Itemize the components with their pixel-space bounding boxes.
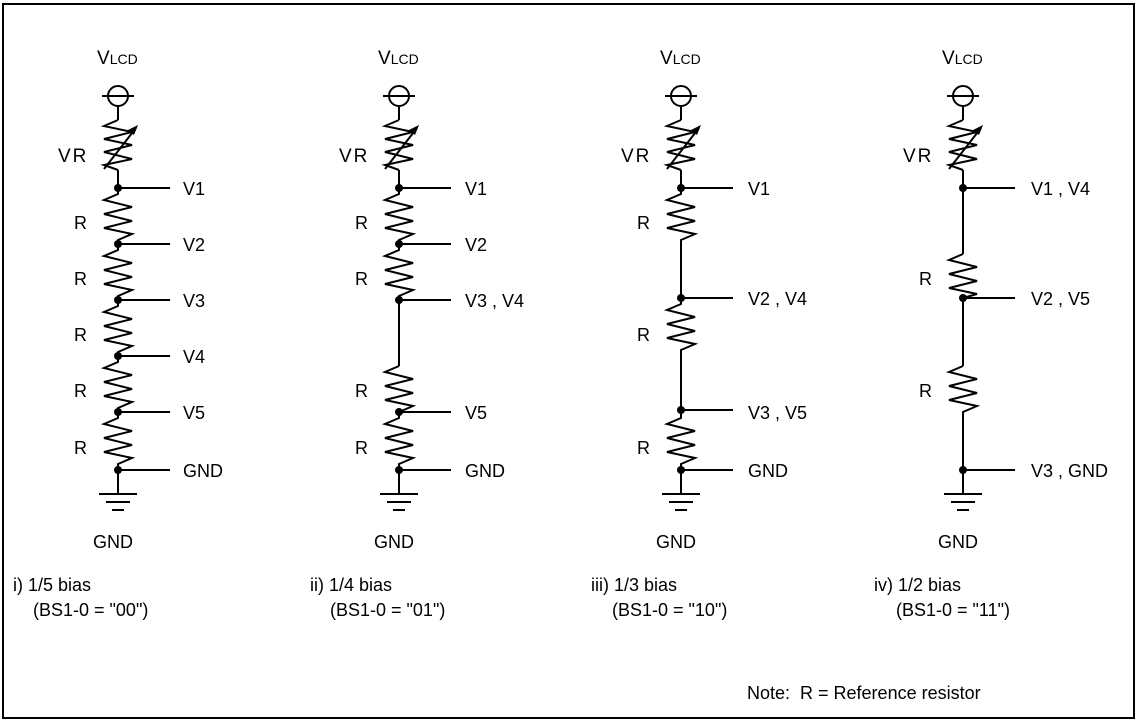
tap-label-gnd: GND bbox=[748, 461, 788, 481]
tap-label-v1: V1 bbox=[183, 179, 205, 199]
bias-setting: (BS1-0 = "01") bbox=[330, 600, 445, 620]
tap-label-v2-v4: V2 , V4 bbox=[748, 289, 807, 309]
adjust-arrow-icon bbox=[409, 125, 419, 135]
tap-label-v2: V2 bbox=[183, 235, 205, 255]
adjust-arrow-icon bbox=[128, 125, 138, 135]
resistor-label: R bbox=[355, 438, 368, 458]
ground-label: GND bbox=[656, 532, 696, 552]
ground-icon bbox=[662, 493, 700, 511]
ground-label: GND bbox=[374, 532, 414, 552]
resistor-icon bbox=[663, 298, 699, 410]
resistor-label: R bbox=[919, 381, 932, 401]
ground-label: GND bbox=[938, 532, 978, 552]
resistor-label: R bbox=[919, 269, 932, 289]
bias-caption: iv) 1/2 bias bbox=[874, 575, 961, 595]
resistor-label: R bbox=[74, 269, 87, 289]
bias-setting: (BS1-0 = "10") bbox=[612, 600, 727, 620]
variable-resistor-icon bbox=[381, 119, 414, 171]
ground-label: GND bbox=[93, 532, 133, 552]
resistor-icon bbox=[100, 244, 136, 300]
tap-label-v3-v5: V3 , V5 bbox=[748, 403, 807, 423]
variable-resistor-label: VR bbox=[621, 146, 651, 167]
resistor-icon bbox=[381, 412, 417, 470]
resistor-icon bbox=[663, 410, 699, 470]
resistor-label: R bbox=[74, 213, 87, 233]
resistor-icon bbox=[381, 188, 417, 244]
resistor-icon bbox=[100, 412, 136, 470]
variable-resistor-icon bbox=[100, 119, 133, 171]
circuit-1-3-bias: VLCD VR V1 R V2 , V4 R V3 , V5 R GND G bbox=[591, 48, 807, 620]
resistor-label: R bbox=[355, 213, 368, 233]
variable-resistor-label: VR bbox=[339, 146, 369, 167]
resistor-label: R bbox=[637, 438, 650, 458]
diagram-frame bbox=[2, 3, 1135, 719]
variable-resistor-icon bbox=[663, 119, 696, 171]
resistor-label: R bbox=[355, 269, 368, 289]
resistor-label: R bbox=[637, 325, 650, 345]
tap-label-v3: V3 bbox=[183, 291, 205, 311]
resistor-icon bbox=[945, 365, 981, 470]
supply-label: VLCD bbox=[97, 48, 138, 69]
tap-label-v4: V4 bbox=[183, 347, 205, 367]
bias-setting: (BS1-0 = "00") bbox=[33, 600, 148, 620]
resistor-icon bbox=[663, 188, 699, 298]
tap-label-v1-v4: V1 , V4 bbox=[1031, 179, 1090, 199]
tap-label-v3-gnd: V3 , GND bbox=[1031, 461, 1108, 481]
resistor-label: R bbox=[74, 381, 87, 401]
tap-label-v5: V5 bbox=[183, 403, 205, 423]
circuit-1-4-bias: VLCD VR V1 R V2 R V3 , V4 R V5 R GND bbox=[310, 48, 524, 620]
bias-caption: i) 1/5 bias bbox=[13, 575, 91, 595]
ground-icon bbox=[380, 493, 418, 511]
supply-label: VLCD bbox=[942, 48, 983, 69]
resistor-label: R bbox=[74, 438, 87, 458]
ground-icon bbox=[944, 493, 982, 511]
resistor-label: R bbox=[74, 325, 87, 345]
tap-label-v2-v5: V2 , V5 bbox=[1031, 289, 1090, 309]
supply-label: VLCD bbox=[378, 48, 419, 69]
bias-caption: ii) 1/4 bias bbox=[310, 575, 392, 595]
resistor-icon bbox=[100, 356, 136, 412]
tap-label-v5: V5 bbox=[465, 403, 487, 423]
resistor-icon bbox=[381, 365, 417, 413]
tap-label-v3-v4: V3 , V4 bbox=[465, 291, 524, 311]
supply-label: VLCD bbox=[660, 48, 701, 69]
resistor-icon bbox=[945, 253, 978, 299]
tap-label-v1: V1 bbox=[465, 179, 487, 199]
ground-icon bbox=[99, 493, 137, 511]
variable-resistor-label: VR bbox=[903, 146, 933, 167]
resistor-icon bbox=[100, 188, 136, 244]
adjust-arrow-icon bbox=[973, 125, 983, 135]
tap-label-gnd: GND bbox=[183, 461, 223, 481]
circuit-1-5-bias: VLCD VR V1 R V2 R V3 R V4 R V5 R bbox=[13, 48, 223, 620]
resistor-label: R bbox=[637, 213, 650, 233]
tap-label-v1: V1 bbox=[748, 179, 770, 199]
resistor-label: R bbox=[355, 381, 368, 401]
tap-label-gnd: GND bbox=[465, 461, 505, 481]
bias-caption: iii) 1/3 bias bbox=[591, 575, 677, 595]
reference-resistor-note: Note: R = Reference resistor bbox=[747, 683, 981, 703]
bias-setting: (BS1-0 = "11") bbox=[896, 600, 1010, 620]
tap-label-v2: V2 bbox=[465, 235, 487, 255]
variable-resistor-label: VR bbox=[58, 146, 88, 167]
resistor-icon bbox=[381, 244, 417, 300]
circuit-1-2-bias: VLCD VR V1 , V4 R V2 , V5 R V3 , GND GND… bbox=[874, 48, 1108, 620]
resistor-icon bbox=[100, 300, 136, 356]
adjust-arrow-icon bbox=[691, 125, 701, 135]
variable-resistor-icon bbox=[945, 119, 978, 171]
